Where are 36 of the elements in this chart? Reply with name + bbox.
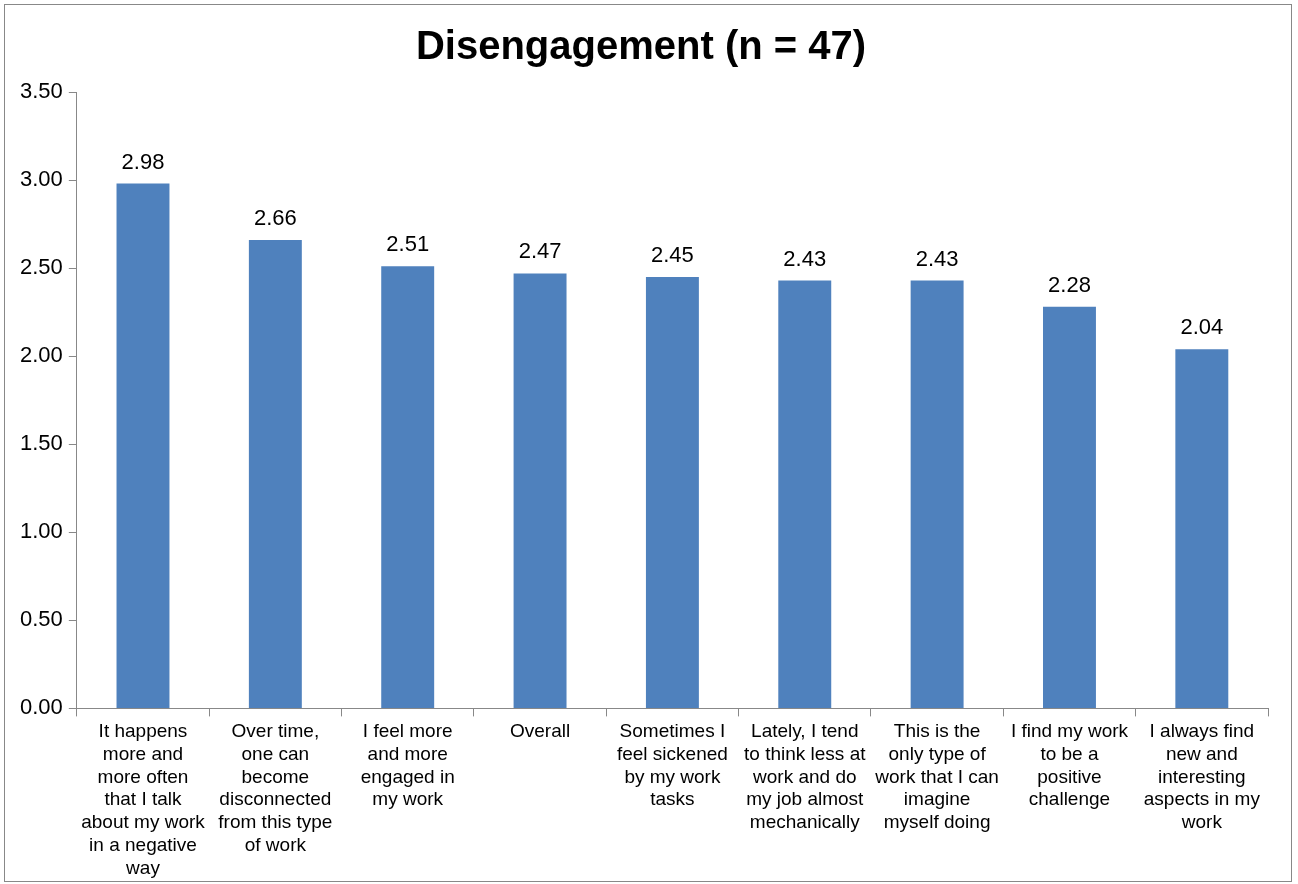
bar [778,280,832,708]
x-tick-label: I always find new and interesting aspects in my work [1143,720,1261,833]
chart-title: Disengagement (n = 47) [415,23,867,68]
data-label: 2.66 [253,205,297,230]
bar [116,183,170,708]
y-tick-label: 0.50 [19,606,63,632]
y-tick-label: 3.50 [19,78,63,104]
x-tick-label: Sometimes I feel sickened by my work tasks [616,720,728,810]
y-tick-label: 1.00 [19,518,63,544]
y-tick-label: 2.00 [19,342,63,368]
x-tick-label: This is the only type of work that I can imagine myself doing [874,720,999,833]
y-tick-label: 2.50 [19,254,63,280]
x-tick-label: Over time, one can become disconnected from this type of work [218,720,333,856]
data-label: 2.28 [1048,271,1091,297]
x-tick-label: Lately, I tend to think less at work and do my job almost mechanically [744,720,867,833]
x-tick-label: It happens more and more often that I talk about my work in a negative way [81,720,206,878]
bar [910,280,964,708]
bar [1175,349,1229,708]
data-label: 2.43 [783,245,827,271]
bar [1043,306,1096,708]
x-tick-label: I find my work to be a positive challenge [1010,720,1129,810]
x-tick-label: I feel more and more engaged in my work [360,720,455,810]
x-tick-label: Overall [509,720,571,742]
data-label: 2.45 [651,241,694,267]
bar [381,266,435,708]
data-label: 2.51 [386,231,430,257]
bar [248,239,302,708]
bar [513,273,567,708]
data-label: 2.47 [518,238,562,264]
y-tick-label: 3.00 [19,166,63,192]
data-label: 2.04 [1180,314,1224,340]
bar [645,276,699,708]
y-tick-label: 1.50 [19,430,63,456]
data-label: 2.98 [121,148,165,174]
data-label: 2.43 [915,245,959,271]
y-tick-label: 0.00 [19,694,63,720]
